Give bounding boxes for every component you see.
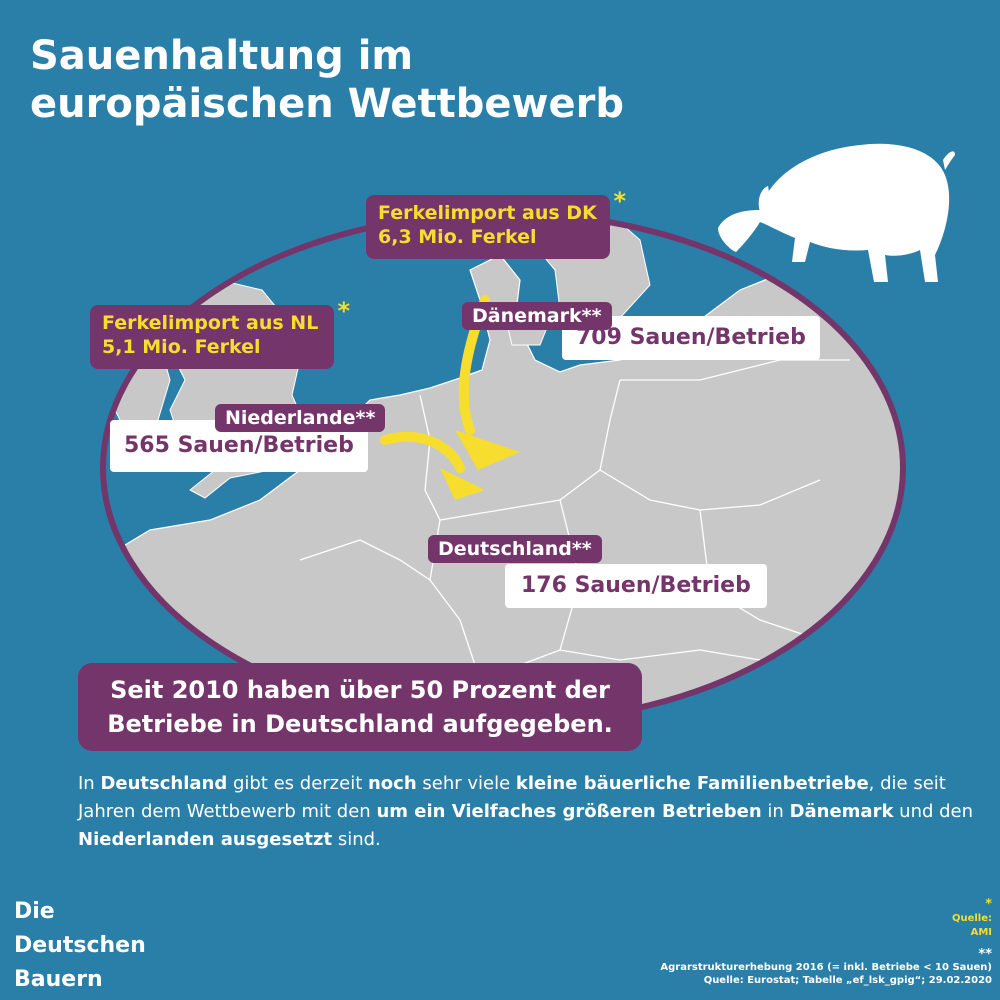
page-title: Sauenhaltung im europäischen Wettbewerb [30, 32, 624, 128]
nl-value: 565 Sauen/Betrieb [124, 433, 354, 458]
source-ami-mark: * [985, 897, 992, 912]
dk-country-name: Dänemark** [472, 305, 602, 327]
source-eurostat-mark: ** [978, 947, 992, 962]
description-segment: Deutschland [100, 773, 228, 794]
description-segment: in [761, 801, 790, 822]
description-segment: und den [893, 801, 974, 822]
logo-line-2: Deutschen [14, 933, 146, 958]
dk-country-tag: Dänemark** [462, 302, 612, 330]
banner-line-2: Betriebe in Deutschland aufgegeben. [107, 710, 613, 738]
description-segment: Dänemark [789, 801, 894, 822]
source-eurostat: ** Agrarstrukturerhebung 2016 (= inkl. B… [660, 948, 992, 987]
de-country-tag: Deutschland** [428, 535, 602, 563]
banner-line-1: Seit 2010 haben über 50 Prozent der [110, 676, 610, 704]
description-segment: Niederlanden ausgesetzt [78, 829, 333, 850]
source-ami-label: Quelle: [951, 913, 992, 924]
source-ami: * Quelle: AMI [952, 898, 992, 940]
description-segment: kleine bäuerliche Familienbetriebe [515, 773, 869, 794]
logo-line-3: Bauern [14, 967, 103, 992]
flow-arrows-icon [380, 295, 520, 500]
title-line-1: Sauenhaltung im [30, 33, 414, 79]
brand-logo: Die Deutschen Bauern [14, 895, 146, 997]
logo-line-1: Die [14, 899, 55, 924]
headline-banner: Seit 2010 haben über 50 Prozent der Betr… [78, 663, 642, 751]
description-segment: sehr viele [416, 773, 516, 794]
description-segment: gibt es derzeit [227, 773, 368, 794]
import-nl-box: Ferkelimport aus NL 5,1 Mio. Ferkel * [90, 299, 350, 369]
import-nl-value: 5,1 Mio. Ferkel [102, 336, 261, 358]
description-segment: In [78, 773, 101, 794]
import-dk-footnote-mark: * [613, 187, 626, 215]
source-eurostat-line-1: Agrarstrukturerhebung 2016 (= inkl. Betr… [660, 962, 992, 973]
import-dk-label: Ferkelimport aus DK [378, 202, 597, 224]
de-country-name: Deutschland** [438, 538, 592, 560]
import-nl-footnote-mark: * [337, 297, 350, 325]
title-line-2: europäischen Wettbewerb [30, 81, 624, 127]
description-segment: um ein Vielfaches größeren Betrieben [376, 801, 762, 822]
import-nl-label: Ferkelimport aus NL [102, 312, 319, 334]
source-eurostat-line-2: Quelle: Eurostat; Tabelle „ef_lsk_gpig“;… [703, 975, 992, 986]
pig-icon [718, 143, 955, 282]
source-ami-name: AMI [970, 927, 992, 938]
dk-value-box: 709 Sauen/Betrieb [562, 316, 820, 360]
de-value: 176 Sauen/Betrieb [521, 573, 751, 598]
dk-value: 709 Sauen/Betrieb [576, 325, 806, 350]
description-text: In Deutschland gibt es derzeit noch sehr… [78, 770, 978, 854]
nl-country-tag: Niederlande** [215, 404, 386, 432]
nl-country-name: Niederlande** [225, 407, 376, 429]
description-segment: sind. [332, 829, 381, 850]
description-segment: noch [367, 773, 417, 794]
import-dk-value: 6,3 Mio. Ferkel [378, 226, 537, 248]
description-segment: , die seit Jahren dem Wettbewerb mit den [78, 773, 946, 822]
de-value-box: 176 Sauen/Betrieb [505, 564, 767, 608]
import-dk-box: Ferkelimport aus DK 6,3 Mio. Ferkel * [366, 189, 626, 259]
